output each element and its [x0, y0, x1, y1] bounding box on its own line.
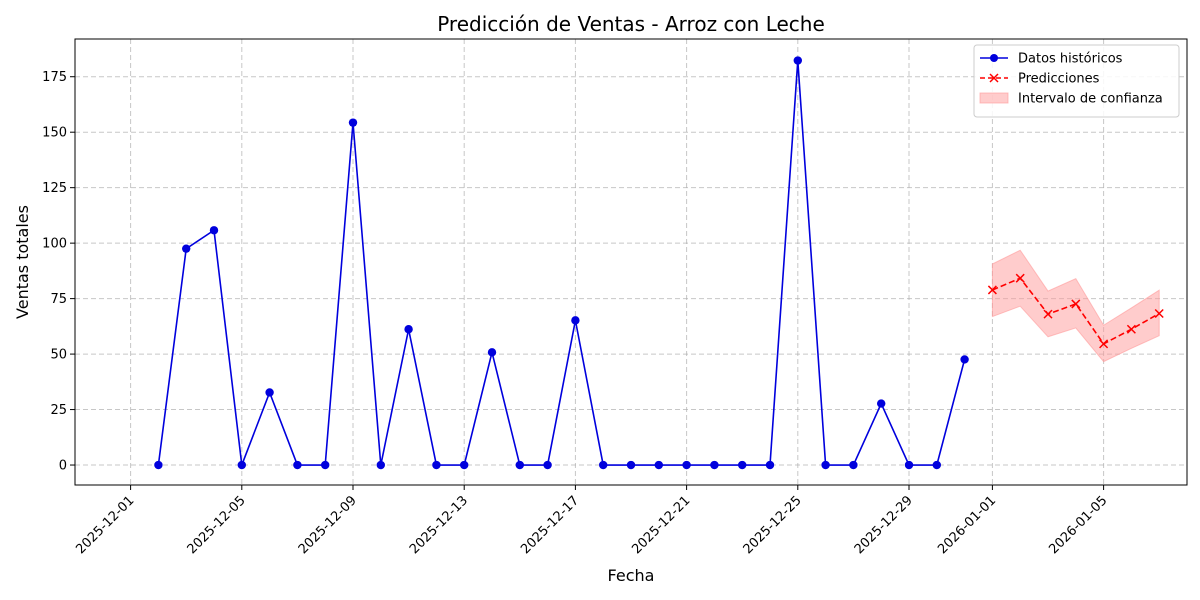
data-point [877, 399, 886, 408]
data-point [987, 285, 997, 295]
y-axis: 0 25 50 75 100 125 150 175 [42, 70, 75, 474]
data-point [960, 355, 969, 364]
data-point [265, 388, 274, 397]
data-point [321, 460, 330, 470]
plot-frame [74, 38, 1188, 486]
confidence-interval-area [991, 249, 1160, 363]
data-point [348, 118, 358, 127]
data-point [515, 460, 524, 470]
chart-title: Predicción de Ventas - Arroz con Leche [437, 12, 825, 36]
data-point [932, 460, 941, 470]
data-point [293, 460, 302, 470]
data-point [1099, 339, 1109, 349]
x-axis-title: Fecha [608, 566, 655, 585]
x-tick-label: 2025-12-29 [852, 493, 916, 557]
legend-swatch-marker [990, 54, 998, 62]
data-point [376, 460, 385, 470]
data-point [543, 460, 552, 470]
data-point [1015, 273, 1025, 283]
x-tick-label: 2025-12-01 [73, 493, 137, 557]
data-point [154, 460, 163, 470]
data-point [182, 244, 191, 253]
y-tick-label: 175 [42, 70, 67, 85]
legend-label: Intervalo de confianza [1018, 92, 1163, 107]
y-axis-title: Ventas totales [13, 205, 32, 319]
data-point [654, 460, 663, 470]
data-point [765, 460, 775, 470]
x-tick-label: 2026-01-01 [935, 493, 999, 557]
data-point [626, 460, 636, 470]
legend-label: Predicciones [1018, 72, 1100, 87]
data-point [1154, 308, 1164, 319]
y-tick-label: 25 [50, 403, 67, 418]
data-point [1071, 299, 1081, 309]
data-point [237, 460, 246, 470]
y-tick-label: 150 [42, 126, 67, 141]
x-tick-label: 2025-12-21 [629, 493, 693, 557]
data-point [487, 348, 497, 357]
data-point [1043, 309, 1053, 319]
x-tick-label: 2025-12-09 [296, 493, 360, 557]
series-predictions [987, 273, 1164, 349]
legend-item: Predicciones [980, 72, 1100, 87]
legend-item: Datos históricos [980, 52, 1123, 67]
x-tick-label: 2025-12-17 [518, 493, 582, 557]
y-tick-label: 125 [42, 181, 67, 196]
y-tick-label: 50 [50, 348, 67, 363]
x-tick-label: 2025-12-13 [407, 493, 471, 557]
legend: Datos históricos Predicciones Intervalo de… [973, 44, 1180, 118]
data-point [738, 460, 747, 470]
series-layer [154, 56, 1164, 470]
data-point [209, 226, 219, 235]
data-point [849, 460, 858, 470]
y-tick-label: 0 [59, 459, 67, 474]
series-historical [154, 56, 969, 470]
data-point [682, 460, 691, 470]
data-point [1126, 324, 1136, 334]
x-tick-label: 2026-01-05 [1046, 493, 1110, 557]
data-point [710, 460, 719, 470]
y-tick-label: 100 [42, 237, 67, 252]
legend-box [973, 44, 1180, 118]
legend-item: Intervalo de confianza [979, 92, 1163, 107]
data-point [599, 460, 608, 470]
data-point [571, 316, 580, 325]
y-tick-label: 75 [50, 292, 67, 307]
data-point [904, 460, 914, 470]
data-point [821, 460, 830, 470]
data-point [460, 460, 469, 470]
legend-swatch-marker [989, 73, 999, 83]
grid [75, 39, 1187, 485]
legend-swatch-patch [979, 92, 1009, 104]
x-axis: 2025-12-01 2025-12-05 2025-12-09 2025-12-13… [73, 485, 1110, 557]
x-tick-label: 2025-12-05 [185, 493, 249, 557]
legend-label: Datos históricos [1018, 52, 1123, 67]
data-point [793, 56, 802, 65]
data-point [404, 325, 413, 334]
confidence-band [991, 249, 1160, 363]
data-point [432, 460, 441, 470]
series-line [157, 60, 966, 466]
x-tick-label: 2025-12-25 [741, 493, 805, 557]
